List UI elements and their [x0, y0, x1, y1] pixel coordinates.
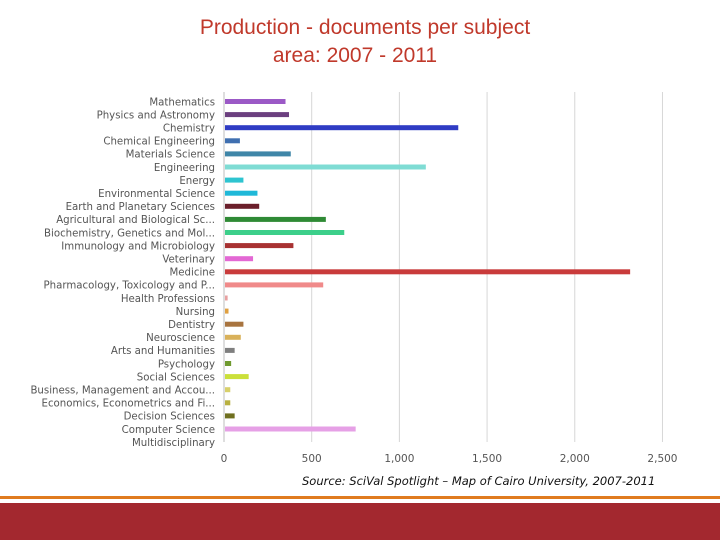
category-label: Arts and Humanities — [111, 346, 215, 357]
bar — [225, 125, 459, 131]
category-label: Health Professions — [121, 294, 215, 305]
bar — [225, 99, 286, 104]
x-tick-label: 2,500 — [647, 453, 677, 465]
bar — [225, 347, 235, 353]
bar-chart-svg: Mathematics Physics and Astronomy Chemistr… — [30, 92, 677, 465]
bar — [225, 177, 244, 183]
category-label: Multidisciplinary — [132, 438, 215, 449]
category-label: Economics, Econometrics and Fi... — [42, 399, 215, 410]
category-label: Decision Sciences — [124, 412, 215, 423]
bar — [225, 282, 324, 288]
category-label: Physics and Astronomy — [97, 110, 215, 121]
accent-divider — [0, 496, 720, 499]
bar-chart: Mathematics Physics and Astronomy Chemistr… — [0, 80, 720, 475]
bar — [225, 413, 235, 419]
bar — [225, 151, 291, 157]
x-tick-label: 1,500 — [472, 453, 502, 465]
bar — [225, 295, 228, 301]
category-label: Biochemistry, Genetics and Mol... — [44, 228, 215, 239]
bar — [225, 361, 232, 366]
category-label: Dentistry — [168, 320, 215, 331]
bar — [225, 256, 254, 262]
category-label: Energy — [179, 176, 215, 187]
footer-band — [0, 503, 720, 540]
bar — [225, 308, 229, 314]
bar — [225, 334, 241, 340]
bar — [225, 269, 631, 275]
bar — [225, 112, 290, 118]
bar — [225, 387, 231, 393]
category-label: Engineering — [154, 163, 215, 174]
bar — [225, 243, 294, 249]
category-label: Veterinary — [162, 255, 215, 266]
bar — [225, 203, 260, 209]
category-label: Earth and Planetary Sciences — [66, 202, 215, 213]
slide-title-line2: area: 2007 - 2011 — [272, 44, 438, 67]
bar — [225, 190, 258, 196]
bar — [225, 374, 249, 380]
slide-title: Production - documents per subject area:… — [90, 14, 650, 70]
category-label: Agricultural and Biological Sc... — [56, 215, 215, 226]
bar — [225, 164, 426, 170]
category-label: Business, Management and Accou... — [30, 386, 215, 397]
x-tick-label: 0 — [221, 453, 228, 465]
x-tick-label: 500 — [302, 453, 322, 465]
category-label: Psychology — [158, 359, 215, 370]
slide-title-line1: Production - documents per subject — [199, 16, 531, 39]
bar — [225, 230, 345, 235]
category-label: Materials Science — [126, 150, 215, 161]
category-label: Nursing — [176, 307, 215, 318]
category-label: Mathematics — [149, 97, 215, 108]
bar — [225, 138, 240, 144]
category-label: Pharmacology, Toxicology and P... — [44, 281, 215, 292]
category-label: Neuroscience — [146, 333, 215, 344]
category-label: Chemistry — [163, 124, 215, 135]
category-label: Chemical Engineering — [103, 137, 215, 148]
category-label: Medicine — [169, 268, 215, 279]
source-caption: Source: SciVal Spotlight – Map of Cairo … — [302, 474, 656, 488]
bar — [225, 216, 326, 222]
category-label: Social Sciences — [137, 372, 215, 383]
x-tick-label: 2,000 — [560, 453, 590, 465]
x-tick-label: 1,000 — [384, 453, 414, 465]
category-label: Computer Science — [122, 425, 215, 436]
category-label: Environmental Science — [98, 189, 215, 200]
bar — [225, 400, 231, 406]
category-label: Immunology and Microbiology — [61, 241, 215, 252]
bar — [225, 321, 244, 327]
bar — [225, 426, 356, 432]
